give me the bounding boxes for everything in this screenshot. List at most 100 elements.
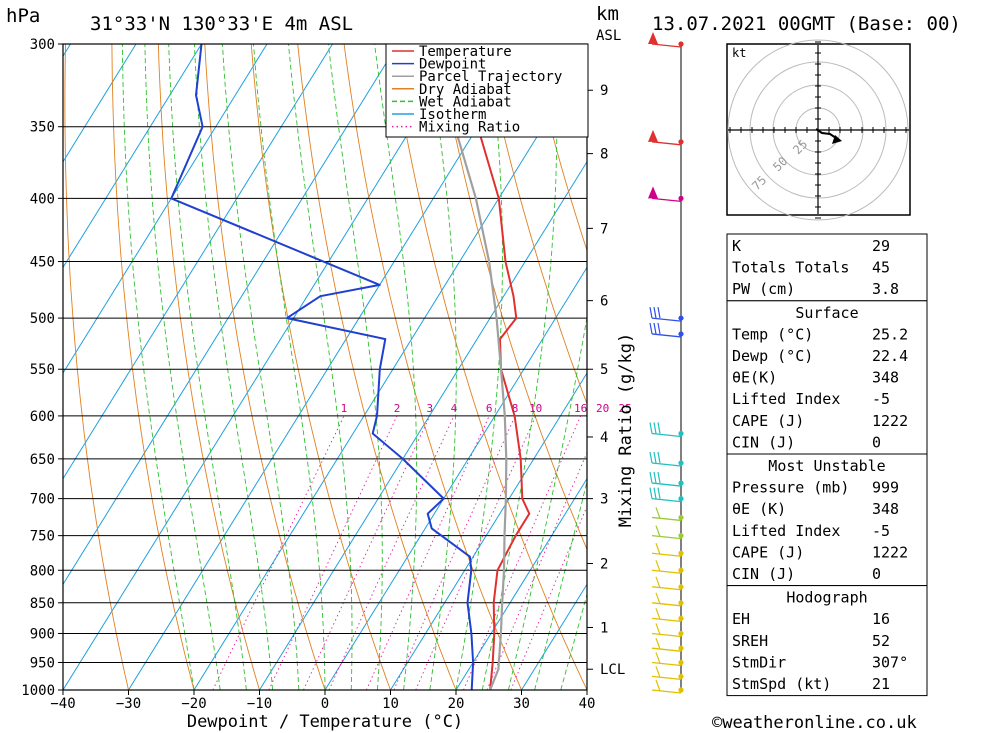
- wind-barb-shaft: [651, 141, 682, 146]
- wind-barb-feather: [657, 422, 661, 434]
- wind-barb-shaft: [651, 632, 682, 638]
- run-datetime: 13.07.2021 00GMT (Base: 00): [652, 13, 961, 35]
- mixing-ratio-tick-label: 20: [596, 402, 609, 415]
- hodograph-unit: kt: [732, 46, 746, 60]
- series-parcel-trajectory: [453, 126, 508, 690]
- temperature-tick-label: −20: [181, 696, 206, 712]
- wind-barb-shaft: [651, 552, 682, 557]
- mixing-ratio-line: [365, 415, 490, 690]
- wind-level-dot: [678, 584, 684, 590]
- wind-barb-feather: [655, 543, 661, 555]
- station-location: 31°33'N 130°33'E 4m ASL: [90, 13, 353, 35]
- isotherm-line: [0, 44, 5, 690]
- wind-level-dot: [678, 195, 684, 201]
- temperature-tick-label: −30: [116, 696, 141, 712]
- profile-lines: [170, 44, 531, 690]
- wind-barb-shaft: [651, 675, 682, 681]
- temperature-tick-label: 10: [382, 696, 399, 712]
- temperature-tick-label: 20: [448, 696, 465, 712]
- isotherm-line: [63, 44, 202, 269]
- wind-barb-feather: [655, 637, 661, 650]
- surface-index-label: Dewp (°C): [732, 347, 813, 365]
- wind-barb-feather: [653, 451, 657, 464]
- most-unstable-index-label: CAPE (J): [732, 543, 804, 561]
- pressure-tick-label: 550: [30, 362, 55, 378]
- pressure-tick-label: 750: [30, 529, 55, 545]
- hodograph-index-label: StmSpd (kt): [732, 675, 831, 693]
- wind-level-dot: [678, 533, 684, 539]
- general-index-label: PW (cm): [732, 280, 795, 298]
- pressure-tick-label: 800: [30, 563, 55, 579]
- isotherm-line: [324, 266, 587, 690]
- copyright: ©weatheronline.co.uk: [712, 713, 917, 733]
- dry-adiabat-line: [204, 44, 326, 690]
- wet-adiabat-line: [427, 44, 457, 690]
- wind-barb-feather: [655, 560, 661, 572]
- height-tick-label: 3: [600, 492, 608, 508]
- wind-barb-shaft: [651, 497, 682, 503]
- wind-barb-pennant: [648, 129, 658, 142]
- wind-barb-feather: [657, 471, 661, 484]
- wind-level-dot: [678, 331, 684, 337]
- wind-barb-feather: [655, 652, 661, 664]
- wind-barb-feather: [655, 576, 661, 588]
- mixing-ratio-tick-label: 16: [574, 402, 587, 415]
- dry-adiabat-line: [482, 44, 587, 406]
- hodograph-index-label: SREH: [732, 632, 768, 650]
- wind-barb-shaft: [651, 432, 682, 438]
- hodograph-index-label: StmDir: [732, 653, 786, 671]
- general-index-box: [726, 233, 928, 302]
- wind-barb-feather: [653, 471, 657, 484]
- wet-adiabat-line: [481, 44, 558, 690]
- surface-index-label: CAPE (J): [732, 412, 804, 430]
- wet-adiabat-line: [374, 44, 418, 690]
- wind-barb-feather: [653, 487, 657, 499]
- isotherm-line: [63, 44, 137, 163]
- axes: 1 2 3 4 6 8 10 16 20 2530035040045050055060065070…: [21, 37, 631, 712]
- pressure-tick-label: 900: [30, 627, 55, 643]
- general-index-value: 29: [872, 237, 890, 255]
- general-index-value: 45: [872, 259, 890, 277]
- mixing-ratio-tick-label: 10: [529, 402, 542, 415]
- legend-entry: Parcel Trajectory: [419, 69, 562, 85]
- isotherm-line: [63, 44, 464, 690]
- pressure-tick-label: 850: [30, 596, 55, 612]
- height-tick-label: 9: [600, 83, 608, 99]
- wind-barb-feather: [649, 471, 653, 484]
- mixing-ratio-line: [268, 415, 398, 690]
- surface-index-value: 348: [872, 369, 899, 387]
- pressure-unit-label: hPa: [6, 5, 40, 27]
- height-unit-label: km: [596, 3, 619, 25]
- mixing-ratio-tick-label: 3: [426, 402, 433, 415]
- isotherm-line: [390, 372, 587, 690]
- general-index-label: Totals Totals: [732, 259, 849, 277]
- isotherm-line: [63, 44, 399, 586]
- mixing-ratio-tick-label: 2: [394, 402, 401, 415]
- surface-index-label: Lifted Index: [732, 390, 840, 408]
- most-unstable-index-value: 0: [872, 565, 881, 583]
- wind-level-dot: [678, 567, 684, 573]
- isotherm-line: [455, 477, 587, 690]
- pressure-tick-label: 450: [30, 255, 55, 271]
- wind-barb-shaft: [651, 197, 682, 203]
- wind-barb-shaft: [651, 462, 682, 467]
- wind-barb-feather: [649, 487, 653, 499]
- wet-adiabat-line: [168, 44, 247, 690]
- surface-index-value: 1222: [872, 412, 908, 430]
- legend-entry: Wet Adiabat: [419, 94, 512, 110]
- height-tick-label: 4: [600, 430, 608, 446]
- wet-adiabat-line: [288, 44, 353, 690]
- wind-barb-feather: [655, 679, 661, 692]
- height-tick-label: LCL: [600, 662, 625, 678]
- hodograph-index-value: 52: [872, 632, 890, 650]
- surface-index-label: Temp (°C): [732, 325, 813, 343]
- pressure-tick-label: 500: [30, 311, 55, 327]
- mixing-ratio-tick-label: 25: [618, 402, 631, 415]
- wind-barb-shaft: [651, 43, 682, 48]
- mixing-ratio-tick-label: 4: [451, 402, 458, 415]
- height-tick-label: 2: [600, 557, 608, 573]
- isotherm-line: [259, 160, 587, 690]
- wind-barb-shaft: [651, 661, 682, 667]
- pressure-tick-label: 300: [30, 37, 55, 53]
- wet-adiabat-line: [253, 44, 326, 690]
